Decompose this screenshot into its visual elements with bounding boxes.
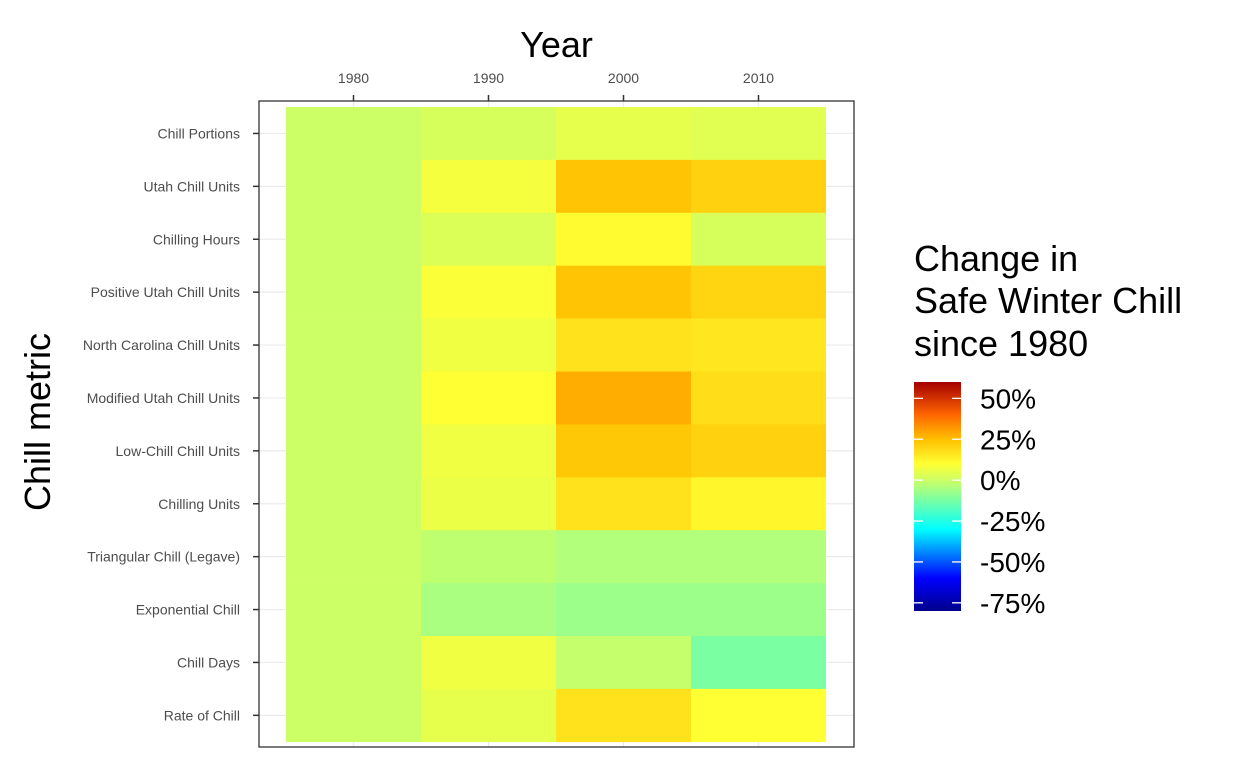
y-axis-title: Chill metric [17,333,58,511]
legend-label: -25% [980,506,1045,537]
heatmap-cell [421,636,556,690]
y-tick-label: Rate of Chill [164,707,240,723]
heatmap-cell [556,371,691,425]
heatmap-cell [286,477,421,531]
heatmap-cell [691,636,826,690]
heatmap-cell [421,424,556,478]
heatmap-cell [286,530,421,584]
heatmap-cell [691,318,826,372]
heatmap-cell [421,530,556,584]
heatmap-cell [286,265,421,319]
y-tick-label: Utah Chill Units [144,178,240,194]
heatmap-cell [691,530,826,584]
legend-label: 0% [980,465,1020,496]
panel-border [258,100,855,748]
legend-label: 50% [980,383,1036,414]
heatmap-cell [286,636,421,690]
y-tick-label: Exponential Chill [136,602,240,618]
y-axis-ticks: Chill Portions Utah Chill Units Chilling H… [83,125,259,723]
y-tick-label: Modified Utah Chill Units [87,390,240,406]
heatmap-cell [556,212,691,266]
y-tick-label: Triangular Chill (Legave) [87,549,240,565]
heatmap-cells [286,107,826,743]
heatmap-cell [556,107,691,161]
y-tick-label: Positive Utah Chill Units [91,284,240,300]
x-tick-label: 2000 [608,70,639,86]
heatmap-cell [691,265,826,319]
heatmap-cell [556,530,691,584]
legend-colorbar [914,382,961,611]
heatmap-cell [286,107,421,161]
heatmap-cell [691,107,826,161]
x-tick-label: 2010 [743,70,774,86]
heatmap-cell [691,371,826,425]
heatmap-cell [691,212,826,266]
heatmap-cell [421,212,556,266]
heatmap-cell [286,318,421,372]
heatmap-cell [691,583,826,637]
heatmap-cell [286,583,421,637]
y-tick-label: Chill Portions [158,125,240,141]
heatmap-cell [691,688,826,743]
heatmap-cell [286,371,421,425]
heatmap-cell [556,688,691,743]
legend-ticks: 50% 25% 0% -25% -50% -75% [914,383,1045,619]
y-tick-label: Chilling Units [158,496,240,512]
heatmap-cell [421,583,556,637]
heatmap-cell [421,159,556,214]
heatmap-cell [556,583,691,637]
y-tick-label: Chill Days [177,654,240,670]
heatmap-cell [286,212,421,266]
y-tick-label: North Carolina Chill Units [83,337,240,353]
heatmap-cell [556,265,691,319]
heatmap-cell [421,477,556,531]
heatmap-cell [556,424,691,478]
heatmap-cell [691,477,826,531]
heatmap-cell [421,107,556,161]
legend-label: 25% [980,424,1036,455]
x-axis-ticks: 1980 1990 2000 2010 [338,70,774,101]
heatmap-cell [286,159,421,214]
heatmap-cell [556,159,691,214]
heatmap-cell [691,424,826,478]
heatmap-cell [421,371,556,425]
heatmap-cell [286,688,421,743]
heatmap-cell [556,318,691,372]
y-tick-label: Low-Chill Chill Units [116,443,240,459]
legend-label: -75% [980,588,1045,619]
legend-title-line-1: Change in [914,238,1078,279]
heatmap-cell [421,318,556,372]
x-tick-label: 1990 [473,70,504,86]
heatmap-cell [286,424,421,478]
heatmap-cell [421,265,556,319]
legend-label: -50% [980,547,1045,578]
heatmap-cell [421,688,556,743]
legend: Change in Safe Winter Chill since 1980 5… [914,238,1182,619]
heatmap-cell [556,636,691,690]
legend-title-line-3: since 1980 [914,323,1088,364]
heatmap-cell [691,159,826,214]
legend-title-line-2: Safe Winter Chill [914,280,1182,321]
x-tick-label: 1980 [338,70,369,86]
y-tick-label: Chilling Hours [153,231,240,247]
heatmap-cell [556,477,691,531]
x-axis-title: Year [520,24,593,65]
